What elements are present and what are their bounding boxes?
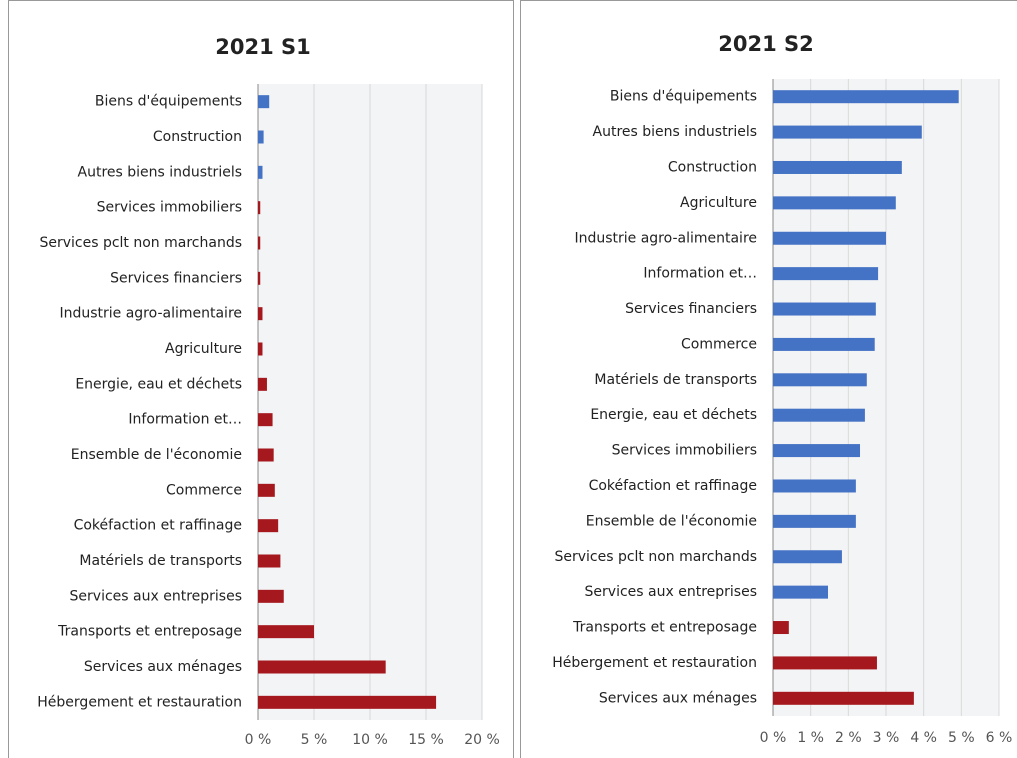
y-tick-label: Matériels de transports [594, 372, 757, 388]
panel-border [8, 0, 514, 758]
bar [773, 691, 914, 705]
bar [773, 550, 842, 564]
bar [258, 307, 263, 321]
x-tick-label: 5 % [948, 730, 975, 746]
x-tick-label: 1 % [797, 730, 824, 746]
bar [258, 695, 437, 709]
bar [773, 90, 959, 104]
chart-title: 2021 S2 [718, 32, 814, 56]
bar [258, 201, 261, 215]
y-tick-label: Ensemble de l'économie [71, 447, 242, 463]
x-tick-label: 2 % [835, 730, 862, 746]
x-tick-label: 3 % [873, 730, 900, 746]
y-tick-label: Matériels de transports [79, 553, 242, 569]
bar [773, 479, 856, 493]
bar [258, 589, 284, 603]
y-tick-label: Energie, eau et déchets [590, 407, 757, 423]
y-tick-label: Agriculture [680, 195, 757, 211]
y-tick-label: Services financiers [110, 270, 242, 286]
y-tick-label: Services immobiliers [612, 443, 757, 459]
y-tick-label: Services aux ménages [84, 659, 242, 675]
y-tick-label: Services immobiliers [97, 200, 242, 216]
x-tick-label: 5 % [301, 732, 328, 748]
y-tick-label: Information et… [643, 266, 757, 282]
bar [773, 444, 861, 458]
y-tick-label: Industrie agro-alimentaire [59, 306, 242, 322]
x-tick-label: 6 % [986, 730, 1013, 746]
y-tick-label: Industrie agro-alimentaire [574, 230, 757, 246]
bar [773, 621, 789, 635]
y-tick-label: Commerce [166, 482, 242, 498]
x-tick-label: 10 % [352, 732, 388, 748]
bar [258, 519, 279, 533]
bar [258, 483, 275, 497]
y-tick-label: Commerce [681, 336, 757, 352]
y-tick-label: Services pclt non marchands [554, 549, 757, 565]
bar [258, 95, 270, 109]
bar [258, 377, 267, 391]
y-tick-label: Services aux entreprises [70, 588, 242, 604]
y-tick-label: Cokéfaction et raffinage [74, 518, 242, 534]
bar [258, 554, 281, 568]
bar [258, 448, 274, 462]
bar [773, 302, 876, 316]
y-tick-label: Transports et entreposage [57, 624, 242, 640]
y-tick-label: Cokéfaction et raffinage [589, 478, 757, 494]
y-tick-label: Construction [153, 129, 242, 145]
x-tick-label: 20 % [464, 732, 500, 748]
bar [258, 236, 261, 250]
y-tick-label: Ensemble de l'économie [586, 513, 757, 529]
bar [258, 165, 263, 179]
x-tick-label: 0 % [760, 730, 787, 746]
bar [258, 342, 263, 356]
y-tick-label: Energie, eau et déchets [75, 376, 242, 392]
y-tick-label: Services financiers [625, 301, 757, 317]
y-tick-label: Services aux entreprises [585, 584, 757, 600]
bar [773, 125, 922, 139]
y-tick-label: Construction [668, 159, 757, 175]
panel-border [520, 0, 1017, 758]
bar [258, 625, 314, 639]
x-tick-label: 15 % [408, 732, 444, 748]
bar [773, 267, 879, 281]
y-tick-label: Hébergement et restauration [37, 694, 242, 710]
y-tick-label: Agriculture [165, 341, 242, 357]
y-tick-label: Services aux ménages [599, 690, 757, 706]
bar [258, 271, 261, 285]
y-tick-label: Autres biens industriels [593, 124, 758, 140]
bar [773, 196, 896, 210]
bar [773, 373, 867, 387]
y-tick-label: Information et… [128, 412, 242, 428]
y-tick-label: Autres biens industriels [78, 164, 243, 180]
x-tick-label: 4 % [910, 730, 937, 746]
y-tick-label: Transports et entreposage [572, 620, 757, 636]
bar [773, 656, 877, 670]
bar [773, 408, 865, 422]
bar [773, 160, 902, 174]
y-tick-label: Services pclt non marchands [39, 235, 242, 251]
chart-title: 2021 S1 [215, 35, 311, 59]
bar [258, 413, 273, 427]
bar [258, 660, 386, 674]
x-tick-label: 0 % [245, 732, 272, 748]
y-tick-label: Biens d'équipements [95, 94, 242, 110]
bar [773, 514, 856, 528]
bar [773, 337, 875, 351]
y-tick-label: Biens d'équipements [610, 89, 757, 105]
bar [773, 585, 828, 599]
bar [773, 231, 886, 245]
bar [258, 130, 264, 144]
y-tick-label: Hébergement et restauration [552, 655, 757, 671]
